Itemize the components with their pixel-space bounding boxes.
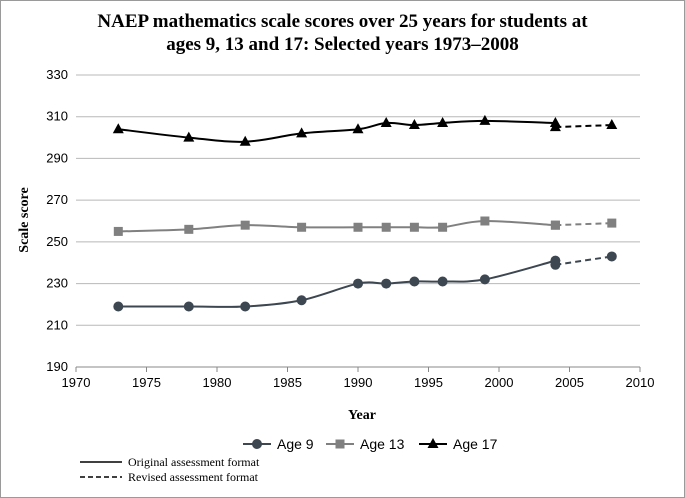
point-age-9-original-1992 [381, 278, 392, 289]
x-tick-label-1975: 1975 [132, 375, 161, 390]
point-age-13-original-1982 [240, 220, 250, 230]
series-layer [112, 114, 618, 312]
point-age-9-original-1986 [296, 295, 307, 306]
point-age-9-original-1996 [437, 276, 448, 287]
point-age-17-revised-2004 [549, 121, 561, 132]
point-age-17-original-1982 [239, 135, 251, 146]
grid-lines [76, 74, 640, 326]
x-axis-label: Year [348, 408, 376, 423]
line-original-age-9 [118, 259, 556, 308]
chart-title-line1: NAEP mathematics scale scores over 25 ye… [97, 11, 588, 32]
legend-marker-age-17 [427, 438, 439, 448]
y-tick-label-230: 230 [46, 276, 68, 291]
point-age-13-original-1996 [438, 222, 448, 232]
point-age-17-original-1996 [437, 116, 449, 127]
x-tick-label-2005: 2005 [555, 375, 584, 390]
chart-title: NAEP mathematics scale scores over 25 ye… [0, 10, 685, 56]
y-tick-label-270: 270 [46, 192, 68, 207]
legend: Age 9 Age 13 Age 17 [243, 436, 498, 452]
x-tick-label-1990: 1990 [344, 375, 373, 390]
y-axis-label: Scale score [17, 187, 32, 252]
y-tick-label-250: 250 [46, 234, 68, 249]
x-tick-label-2010: 2010 [626, 375, 655, 390]
point-age-17-original-1973 [112, 123, 124, 134]
revised-format-note: Revised assessment format [128, 470, 259, 484]
point-age-17-original-1994 [408, 119, 420, 130]
series-age-17 [112, 114, 618, 146]
line-revised-age-9 [555, 255, 612, 266]
x-tick-label-1995: 1995 [414, 375, 443, 390]
point-age-17-original-1986 [296, 127, 308, 138]
point-age-9-original-1994 [409, 276, 420, 287]
x-tick-label-1985: 1985 [273, 375, 302, 390]
legend-label-age-9: Age 9 [277, 436, 314, 452]
x-tick-label-2000: 2000 [485, 375, 514, 390]
point-age-17-original-1990 [352, 123, 364, 134]
legend-marker-age-9 [252, 439, 262, 449]
line-original-age-13 [118, 219, 556, 233]
y-tick-label-310: 310 [46, 109, 68, 124]
axes: 190 210 230 250 270 290 310 330 1970 1975 1980 1985… [46, 67, 654, 390]
point-age-17-original-1992 [380, 116, 392, 127]
point-age-9-original-1973 [113, 301, 124, 312]
y-tick-label-290: 290 [46, 150, 68, 165]
point-age-17-original-1999 [479, 114, 491, 125]
original-format-note: Original assessment format [128, 455, 260, 469]
point-age-13-original-1994 [409, 222, 419, 232]
series-age-9 [113, 251, 617, 312]
legend-label-age-17: Age 17 [453, 436, 498, 452]
point-age-13-original-1992 [381, 222, 391, 232]
chart-title-line2: ages 9, 13 and 17: Selected years 1973–2… [166, 34, 519, 55]
point-age-13-revised-2004 [550, 220, 560, 230]
point-age-9-original-1990 [353, 278, 363, 289]
legend-item-age-17: Age 17 [419, 436, 498, 452]
y-tick-label-190: 190 [46, 359, 68, 374]
legend-item-age-13: Age 13 [326, 436, 405, 452]
point-age-13-original-1999 [480, 216, 490, 226]
line-revised-age-13 [555, 222, 612, 227]
point-age-9-original-1978 [183, 301, 194, 312]
point-age-17-original-1978 [183, 131, 195, 142]
line-revised-age-17 [555, 124, 612, 129]
line-original-age-17 [118, 119, 556, 143]
point-age-17-revised-2008 [606, 119, 618, 130]
legend-label-age-13: Age 13 [360, 436, 405, 452]
point-age-9-original-1999 [479, 274, 490, 285]
point-age-9-original-1982 [240, 301, 251, 312]
series-age-13 [113, 216, 617, 236]
point-age-13-original-1986 [297, 222, 307, 232]
y-tick-label-330: 330 [46, 67, 68, 82]
format-notes: Original assessment format Revised asses… [80, 455, 260, 484]
x-tick-label-1970: 1970 [62, 375, 91, 390]
point-age-13-original-1978 [184, 224, 194, 234]
point-age-13-original-1990 [353, 222, 363, 232]
point-age-13-original-1973 [113, 226, 123, 236]
point-age-13-revised-2008 [607, 218, 617, 228]
point-age-9-revised-2004 [550, 259, 561, 270]
y-tick-label-210: 210 [46, 317, 68, 332]
legend-marker-age-13 [335, 439, 345, 449]
x-tick-label-1980: 1980 [203, 375, 232, 390]
point-age-9-revised-2008 [606, 251, 617, 262]
legend-item-age-9: Age 9 [243, 436, 314, 452]
